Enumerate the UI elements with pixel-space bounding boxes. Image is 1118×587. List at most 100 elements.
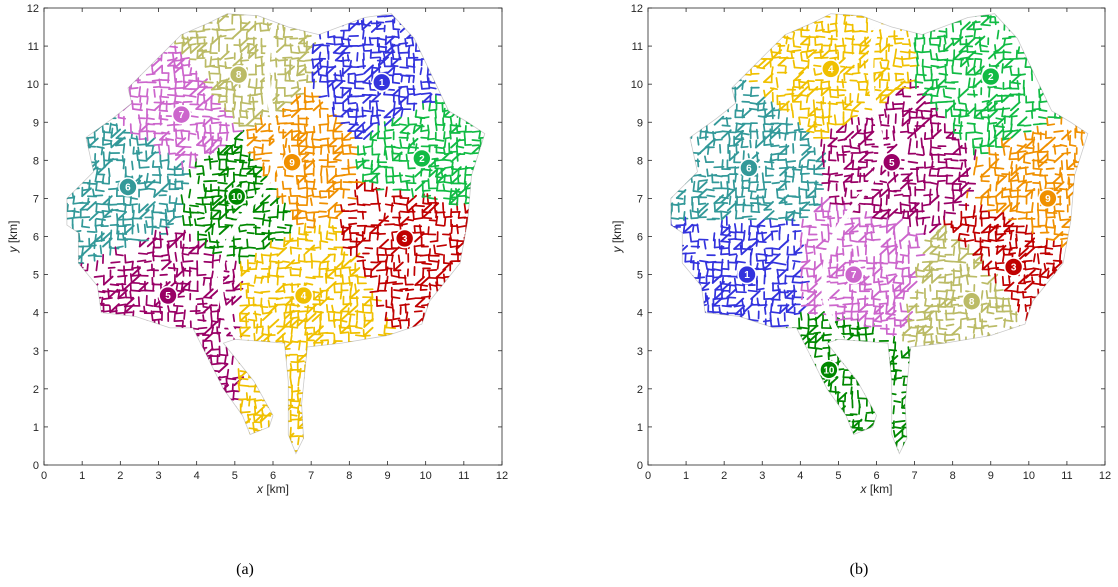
x-tick-label: 10 [1023, 470, 1035, 482]
zone-marker [228, 64, 249, 85]
y-tick-label: 5 [33, 270, 39, 282]
x-axis-label: x [km] [256, 482, 289, 496]
zone-number: 3 [1011, 263, 1017, 274]
y-tick-label: 2 [637, 384, 643, 396]
axes-frame [647, 7, 1106, 466]
zone-number: 4 [828, 65, 834, 76]
y-tick-label: 5 [637, 270, 643, 282]
zone-label-1: 1 [371, 72, 392, 93]
zone-label-10: 10 [226, 186, 247, 207]
x-tick-label: 1 [683, 470, 689, 482]
y-tick-label: 8 [637, 155, 643, 167]
zone-label-10: 10 [819, 359, 839, 380]
y-tick-label: 8 [33, 155, 39, 167]
x-tick-label: 8 [346, 470, 352, 482]
x-tick-label: 0 [41, 470, 47, 482]
zone-label-5: 5 [881, 152, 902, 173]
y-tick-label: 3 [637, 346, 643, 358]
x-tick-label: 9 [384, 470, 390, 482]
y-tick-label: 9 [33, 117, 39, 129]
zone-number: 10 [823, 365, 835, 376]
x-tick-label: 5 [232, 470, 238, 482]
y-tick-label: 0 [637, 460, 643, 472]
zone-label-6: 6 [739, 158, 759, 178]
zone-number: 2 [419, 154, 425, 165]
x-tick-label: 4 [194, 470, 200, 482]
zone-marker [293, 285, 314, 306]
y-tick-label: 1 [33, 422, 39, 434]
zone-label-7: 7 [843, 264, 864, 285]
zone-label-4: 4 [293, 285, 314, 306]
y-tick-label: 6 [33, 232, 39, 244]
zone-number: 4 [301, 291, 307, 302]
x-tick-label: 7 [912, 470, 918, 482]
zone-number: 7 [851, 270, 857, 281]
zone-label-2: 2 [412, 148, 432, 169]
road-network-map [670, 13, 1089, 455]
zone-marker [118, 177, 138, 197]
zone-number: 9 [289, 158, 295, 169]
zone-label-8: 8 [961, 291, 982, 312]
zone-marker [282, 152, 302, 173]
zone-marker [394, 228, 415, 249]
zone-marker [980, 66, 1001, 87]
zone-number: 8 [236, 70, 242, 81]
zone-marker [739, 158, 759, 178]
x-tick-label: 11 [1061, 470, 1072, 482]
y-tick-label: 2 [33, 384, 39, 396]
y-tick-label: 0 [33, 460, 39, 472]
zone-number: 5 [165, 291, 171, 302]
zone-number: 1 [744, 270, 750, 281]
x-tick-label: 0 [645, 470, 651, 482]
zone-number: 9 [1045, 194, 1051, 205]
zone-marker [820, 59, 841, 79]
zone-marker [1003, 257, 1024, 277]
zone-marker [371, 72, 392, 93]
zone-number: 2 [988, 72, 994, 83]
zone-number: 6 [125, 183, 131, 194]
zone-marker [961, 291, 982, 312]
y-tick-label: 11 [28, 41, 39, 53]
zone-label-3: 3 [1003, 257, 1024, 277]
y-tick-label: 12 [27, 3, 39, 15]
y-tick-label: 10 [631, 79, 643, 91]
x-tick-label: 6 [270, 470, 276, 482]
zone-label-3: 3 [394, 228, 415, 249]
x-tick-label: 7 [308, 470, 314, 482]
zone-marker [158, 285, 178, 306]
x-tick-label: 4 [797, 470, 803, 482]
zone-marker [171, 104, 192, 125]
zone-marker [881, 152, 902, 173]
y-tick-label: 11 [632, 41, 643, 53]
x-tick-label: 8 [950, 470, 956, 482]
y-tick-label: 3 [33, 346, 39, 358]
x-tick-label: 2 [117, 470, 123, 482]
zone-number: 6 [746, 164, 752, 175]
zone-marker [412, 148, 432, 169]
zone-label-8: 8 [228, 64, 249, 85]
x-tick-label: 10 [420, 470, 432, 482]
y-axis-label: y [km] [6, 221, 20, 254]
zone-marker [843, 264, 864, 285]
zone-label-6: 6 [118, 177, 138, 197]
zone-label-1: 1 [737, 264, 757, 285]
y-tick-label: 7 [637, 193, 643, 205]
zone-label-9: 9 [282, 152, 302, 173]
zone-label-9: 9 [1038, 188, 1058, 209]
axes-frame [43, 7, 503, 466]
x-tick-label: 9 [988, 470, 994, 482]
y-tick-label: 12 [631, 3, 643, 15]
x-tick-label: 11 [458, 470, 469, 482]
x-tick-label: 6 [873, 470, 879, 482]
zone-marker [737, 264, 757, 285]
zone-number: 8 [969, 297, 975, 308]
y-tick-label: 10 [27, 79, 39, 91]
x-tick-label: 5 [835, 470, 841, 482]
y-tick-label: 9 [637, 117, 643, 129]
y-tick-label: 7 [33, 193, 39, 205]
x-tick-label: 3 [759, 470, 765, 482]
zone-marker [819, 359, 839, 380]
